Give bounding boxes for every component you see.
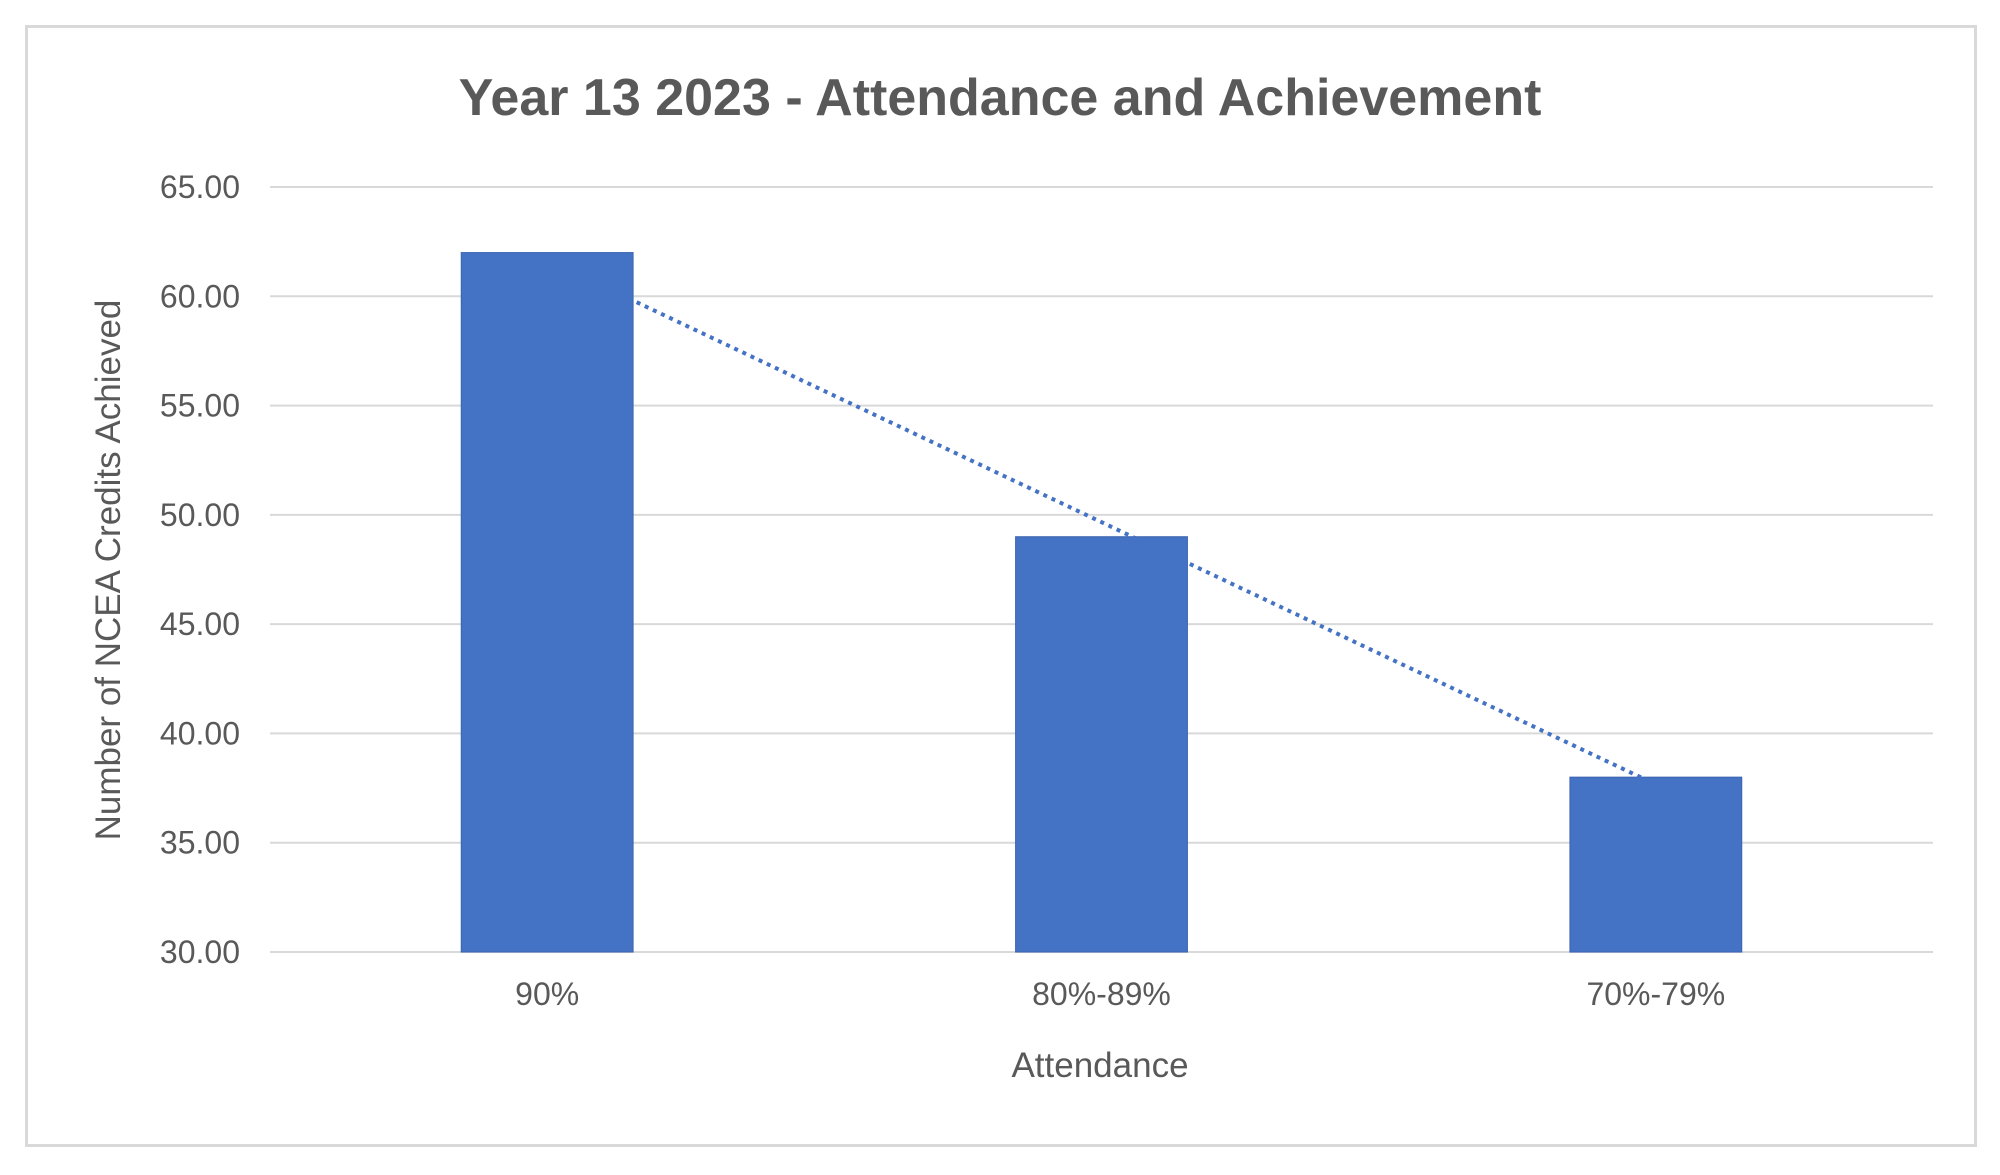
y-tick-label: 65.00	[160, 169, 240, 205]
chart-title: Year 13 2023 - Attendance and Achievemen…	[459, 69, 1542, 127]
y-tick-label: 45.00	[160, 606, 240, 642]
y-tick-label: 60.00	[160, 278, 240, 314]
x-axis-ticks: 90% 80%-89% 70%-79%	[515, 976, 1725, 1012]
y-tick-label: 55.00	[160, 388, 240, 424]
bars	[460, 252, 1743, 953]
y-axis-title: Number of NCEA Credits Achieved	[89, 300, 128, 841]
x-tick-label: 90%	[515, 976, 579, 1012]
y-axis-ticks: 30.00 35.00 40.00 45.00 50.00 55.00 60.00 65.00	[160, 169, 240, 970]
x-axis-title: Attendance	[1011, 1046, 1188, 1085]
y-tick-label: 35.00	[160, 825, 240, 861]
trendline	[546, 258, 1657, 787]
chart-frame	[25, 25, 1977, 1147]
x-tick-label: 80%-89%	[1032, 976, 1171, 1012]
bar	[1569, 776, 1743, 953]
y-tick-label: 50.00	[160, 497, 240, 533]
y-tick-label: 30.00	[160, 934, 240, 970]
y-tick-label: 40.00	[160, 715, 240, 751]
bar	[460, 252, 634, 953]
trendline-group	[546, 258, 1657, 787]
bar	[1015, 536, 1188, 953]
x-tick-label: 70%-79%	[1586, 976, 1725, 1012]
